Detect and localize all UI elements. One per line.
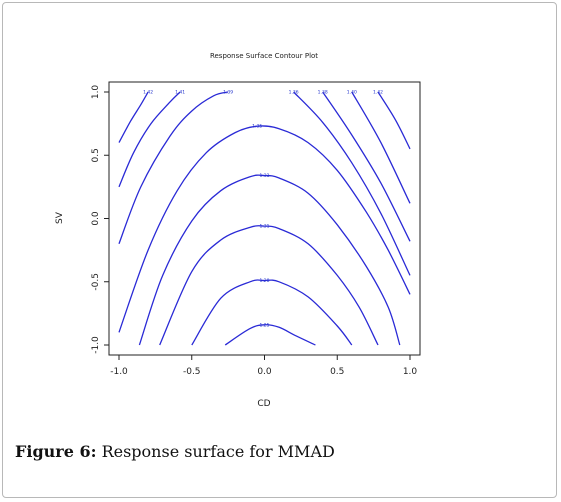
contour-line-6 <box>118 91 229 245</box>
contour-labels: 1.25 1.28 1.31 1.33 1.35 1.39 1.41 1.42 1.36 1.38… <box>143 90 383 329</box>
contour-line-9 <box>293 91 411 276</box>
y-tick-label-5: 1.0 <box>91 85 101 100</box>
contour-label-3: 1.31 <box>259 224 269 230</box>
y-tick-label-3: 0.0 <box>91 211 101 226</box>
contour-label-11: 1.40 <box>347 90 357 96</box>
contour-line-1 <box>224 324 316 346</box>
contour-label-5: 1.35 <box>252 124 262 130</box>
caption-text: Response surface for MMAD <box>96 442 335 461</box>
contour-line-5 <box>118 125 411 333</box>
contour-lines <box>118 91 411 346</box>
contour-line-3 <box>159 225 379 346</box>
contour-line-2 <box>191 279 353 346</box>
plot-area <box>108 81 421 356</box>
contour-label-9: 1.36 <box>289 90 299 96</box>
contour-label-12: 1.42 <box>373 90 383 96</box>
contour-label-4: 1.33 <box>259 173 269 179</box>
y-tick-label-4: 0.5 <box>91 148 101 162</box>
figure-frame <box>2 2 557 498</box>
x-tick-label-3: 0.0 <box>257 367 272 377</box>
y-tick-label-1: -1.0 <box>91 336 101 354</box>
x-axis-ticks: -1.0 -0.5 0.0 0.5 1.0 <box>110 355 417 377</box>
contour-label-8: 1.42 <box>143 90 153 96</box>
x-tick-label-2: -0.5 <box>183 367 201 377</box>
contour-line-11 <box>351 91 411 204</box>
y-tick-label-2: -0.5 <box>91 273 101 291</box>
contour-label-10: 1.38 <box>318 90 328 96</box>
contour-line-12 <box>377 91 411 150</box>
y-axis-ticks: -1.0 -0.5 0.0 0.5 1.0 <box>91 85 109 354</box>
x-axis-label: CD <box>257 399 270 409</box>
contour-line-10 <box>322 91 411 242</box>
contour-line-7 <box>118 91 181 188</box>
contour-chart: Response Surface Contour Plot 1.251.281.… <box>55 52 421 409</box>
contour-label-2: 1.28 <box>259 278 269 284</box>
chart-title: Response Surface Contour Plot <box>210 52 318 60</box>
contour-line-4 <box>138 174 401 346</box>
y-axis-label: SV <box>55 211 65 224</box>
x-tick-label-5: 1.0 <box>403 367 418 377</box>
caption-label: Figure 6: <box>15 442 97 461</box>
x-tick-label-1: -1.0 <box>110 367 128 377</box>
contour-label-6: 1.39 <box>223 90 233 96</box>
contour-label-1: 1.25 <box>259 322 269 328</box>
figure-caption: Figure 6: Response surface for MMAD <box>15 442 335 461</box>
contour-line-8 <box>118 91 149 143</box>
contour-label-7: 1.41 <box>175 90 185 96</box>
x-tick-label-4: 0.5 <box>330 367 344 377</box>
